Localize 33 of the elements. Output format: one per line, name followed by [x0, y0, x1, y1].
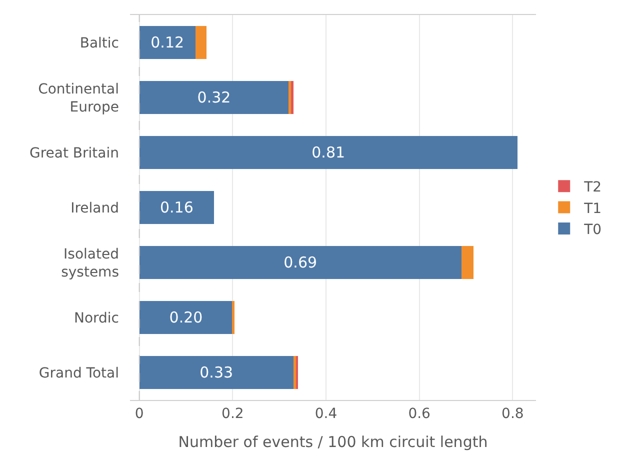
x-tick-label: 0.8 — [502, 406, 524, 422]
x-tick-label: 0 — [134, 406, 144, 422]
data-label: 0.20 — [169, 308, 203, 326]
y-tick-label: Grand Total — [38, 365, 119, 382]
x-tick-label: 0.4 — [314, 406, 338, 422]
data-label: 0.16 — [160, 198, 194, 216]
data-label: 0.32 — [197, 88, 231, 106]
data-label: 0.69 — [284, 254, 318, 272]
bar — [139, 81, 289, 114]
data-label: 0.33 — [200, 364, 234, 382]
legend-label: T0 — [583, 222, 602, 238]
legend-label: T1 — [583, 200, 602, 217]
y-tick-label: Baltic — [80, 35, 119, 52]
bar — [461, 246, 474, 279]
x-tick-label: 0.6 — [408, 406, 431, 422]
bar — [232, 301, 235, 334]
y-tick-label: Isolated systems — [61, 246, 119, 280]
y-tick-label: Nordic — [74, 310, 119, 326]
bar — [139, 191, 214, 224]
legend-label: T2 — [583, 180, 602, 196]
data-label: 0.12 — [150, 34, 184, 52]
bar — [139, 136, 518, 169]
y-tick-label: Continental Europe — [38, 81, 119, 116]
bar — [139, 301, 233, 334]
y-tick-label: Ireland — [70, 200, 119, 216]
bar — [139, 356, 294, 389]
bar — [195, 26, 207, 59]
x-tick-label: 0.2 — [222, 406, 244, 422]
data-label: 0.81 — [312, 144, 346, 162]
x-axis-title: Number of events / 100 km circuit length — [178, 432, 488, 451]
bar — [139, 246, 462, 279]
bar — [139, 26, 196, 59]
y-tick-label: Great Britain — [29, 145, 119, 162]
